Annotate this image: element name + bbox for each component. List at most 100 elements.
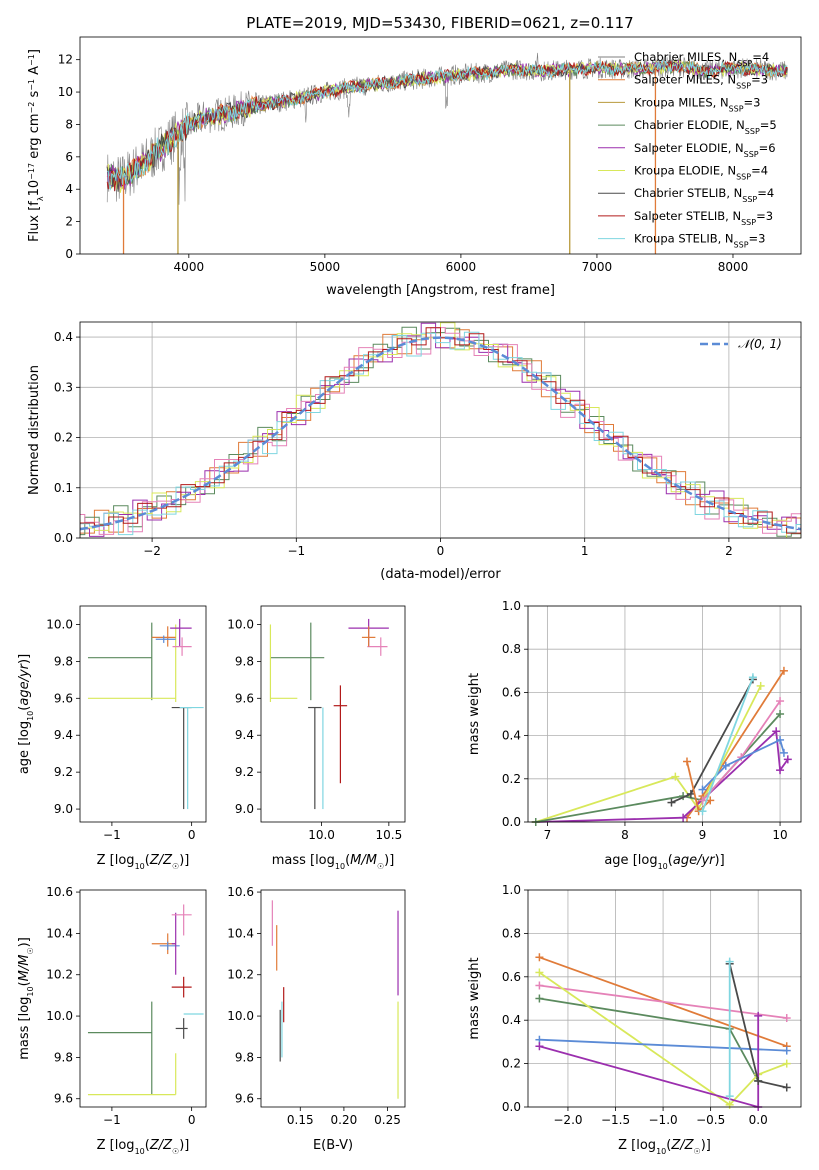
- y-tick-label: 0: [65, 247, 73, 261]
- legend-label: Kroupa STELIB, NSSP=3: [634, 232, 765, 250]
- x-tick-label: −1.0: [649, 1113, 678, 1127]
- y-tick-label: 10.4: [227, 926, 254, 940]
- x-tick-label: 0.20: [331, 1113, 358, 1127]
- model-spectrum-kroupa_stelib: [107, 59, 788, 191]
- x-tick-label: 0.15: [287, 1113, 314, 1127]
- axes-frame: [260, 605, 406, 823]
- legend-label: Chabrier STELIB, NSSP=4: [634, 186, 774, 204]
- x-tick-label: 10.0: [308, 828, 335, 842]
- y-tick-label: 9.8: [235, 654, 254, 668]
- x-tick-label: 7: [544, 828, 552, 842]
- axes-frame: [527, 889, 802, 1108]
- x-axis-label: Z [log10(Z/Z☉)]: [97, 1138, 190, 1156]
- y-tick-label: 10.6: [227, 885, 254, 899]
- y-tick-label: 0.4: [54, 330, 73, 344]
- y-tick-label: 9.0: [235, 802, 254, 816]
- mass_vs_ebv-panel: 0.15 0.20 0.25 9.6 9.8 10.0 10.2 10.4 10.6 E(B-V): [227, 885, 406, 1153]
- weight_vs_age-panel: 7 8 9 10 0.0 0.2 0.4 0.6 0.8 1.0 age [log10(age/yr…: [467, 599, 802, 871]
- y-tick-label: 9.8: [235, 1050, 254, 1064]
- y-tick-label: 0.0: [502, 1100, 521, 1114]
- y-tick-label: 0.6: [502, 685, 521, 699]
- legend-label: Chabrier ELODIE, NSSP=5: [634, 118, 777, 136]
- x-tick-label: 0: [437, 544, 445, 558]
- y-tick-label: 9.8: [54, 654, 73, 668]
- y-tick-label: 1.0: [502, 883, 521, 897]
- y-tick-label: 9.2: [54, 765, 73, 779]
- weight_vs_Z-panel: −2.0 −1.5 −1.0 −0.5 0.0 0.0 0.2 0.4 0.6 0.8 1.0 Z […: [467, 883, 802, 1156]
- residual-hist-salpeter_stelib: [80, 327, 801, 536]
- x-tick-label: 0.25: [374, 1113, 401, 1127]
- spectrum-legend: Chabrier MILES, NSSP=4 Salpeter MILES, NS…: [598, 50, 777, 249]
- spectrum-plot: [106, 52, 788, 254]
- y-tick-label: 10.0: [227, 1009, 254, 1023]
- weight-line-kroupa_elodie: [535, 685, 762, 823]
- y-tick-label: 0.4: [502, 1013, 521, 1027]
- x-tick-label: 10.5: [375, 828, 402, 842]
- x-axis-label: Z [log10(Z/Z☉)]: [97, 853, 190, 871]
- y-tick-label: 0.8: [502, 642, 521, 656]
- axes-frame: [527, 605, 802, 823]
- weight-line-kroupa_stelib: [701, 676, 754, 812]
- y-tick-label: 0.3: [54, 380, 73, 394]
- x-tick-label: 0: [188, 828, 196, 842]
- legend-label: Chabrier MILES, NSSP=4: [634, 50, 769, 68]
- x-tick-label: −1: [103, 828, 121, 842]
- weight-line-blue: [701, 738, 785, 791]
- y-tick-label: 9.2: [235, 765, 254, 779]
- x-tick-label: −1: [287, 544, 305, 558]
- residuals-panel: −2 −1 0 1 2 0.0 0.1 0.2 0.3 0.4 𝒩(0, 1) (data-model…: [27, 321, 802, 582]
- residual-plot: [80, 322, 801, 538]
- x-axis-label: mass [log10(M/M☉)]: [272, 853, 395, 871]
- y-tick-label: 0.2: [502, 772, 521, 786]
- y-axis-label: Normed distribution: [27, 365, 42, 495]
- x-tick-label: 2: [725, 544, 733, 558]
- x-tick-label: 0: [188, 1113, 196, 1127]
- legend-label: 𝒩(0, 1): [738, 337, 782, 351]
- y-tick-label: 9.6: [54, 691, 73, 705]
- axes-frame: [79, 321, 802, 539]
- y-axis-label: mass weight: [467, 673, 482, 755]
- y-tick-label: 0.1: [54, 481, 73, 495]
- y-tick-label: 0.0: [502, 815, 521, 829]
- y-tick-label: 4: [65, 182, 73, 196]
- y-axis-label: mass weight: [467, 957, 482, 1039]
- axes-frame: [79, 36, 802, 255]
- legend-label: Salpeter STELIB, NSSP=3: [634, 209, 773, 227]
- x-tick-label: 10: [772, 828, 787, 842]
- y-tick-label: 10.2: [227, 968, 254, 982]
- axes-frame: [79, 605, 207, 823]
- y-tick-label: 9.8: [54, 1050, 73, 1064]
- y-tick-label: 9.4: [54, 728, 73, 742]
- y-tick-label: 10.2: [46, 968, 73, 982]
- residual-hist-kroupa_stelib: [80, 331, 801, 536]
- x-axis-label: Z [log10(Z/Z☉)]: [618, 1138, 711, 1156]
- x-tick-label: 7000: [582, 260, 613, 274]
- gaussian-curve: [80, 336, 801, 531]
- y-tick-label: 10.0: [46, 1009, 73, 1023]
- residual-hist-pink: [80, 327, 801, 535]
- weight-line-chabrier_elodie: [535, 713, 781, 823]
- y-tick-label: 12: [58, 53, 73, 67]
- x-tick-label: −2.0: [553, 1113, 582, 1127]
- x-axis-label: age [log10(age/yr)]: [604, 853, 724, 871]
- mass_vs_Z-panel: −1 0 9.6 9.8 10.0 10.2 10.4 10.6 Z [log10(Z/Z☉)]…: [17, 885, 207, 1156]
- weight-line-chabrier_elodie: [539, 997, 759, 1082]
- y-tick-label: 10.6: [46, 885, 73, 899]
- weight-line-pink: [539, 984, 787, 1019]
- y-tick-label: 0.2: [502, 1057, 521, 1071]
- x-axis-label: E(B-V): [313, 1138, 353, 1153]
- y-axis-label: age [log10(age/yr)]: [17, 654, 35, 774]
- x-tick-label: −0.5: [696, 1113, 725, 1127]
- x-tick-label: 4000: [174, 260, 205, 274]
- y-axis-label: mass [log10(M/M☉)]: [17, 937, 35, 1060]
- x-tick-label: 0.0: [749, 1113, 768, 1127]
- y-tick-label: 0.6: [502, 970, 521, 984]
- y-tick-label: 9.6: [235, 691, 254, 705]
- y-tick-label: 0.8: [502, 926, 521, 940]
- axes-frame: [79, 889, 207, 1108]
- x-tick-label: 6000: [446, 260, 477, 274]
- spectrum-panel: 4000 5000 6000 7000 8000 0 2 4 6 8 10 12 wavelength …: [27, 36, 802, 298]
- y-tick-label: 1.0: [502, 599, 521, 613]
- weight-line-kroupa_elodie: [538, 971, 788, 1106]
